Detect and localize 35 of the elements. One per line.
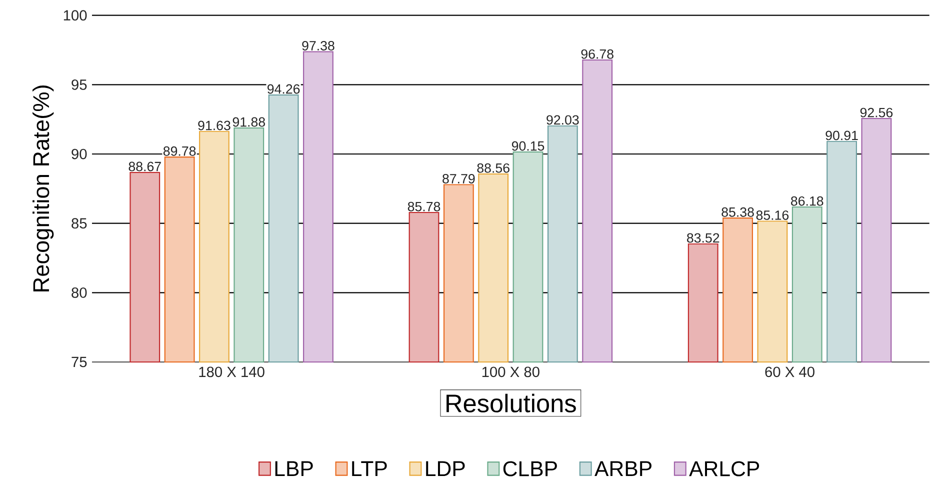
x-axis-title: Resolutions (446, 394, 576, 412)
y-tick-label: 85 (72, 218, 87, 229)
legend-label: LTP (352, 461, 387, 476)
y-tick-label: 80 (72, 287, 87, 298)
data-label: 88.56 (477, 163, 510, 173)
legend-label: LDP (426, 461, 465, 476)
data-label: 83.52 (687, 233, 720, 243)
data-label: 92.56 (860, 108, 893, 118)
data-label: 90.15 (512, 141, 544, 151)
y-axis-title: Recognition Rate(%) (32, 86, 54, 292)
legend-label: ARLCP (689, 461, 760, 476)
data-label: 87.79 (442, 174, 475, 184)
x-tick-label: 100 X 80 (482, 366, 540, 378)
data-label: 88.67 (128, 162, 161, 172)
x-tick-label: 180 X 140 (199, 366, 264, 378)
legend-label: ARBP (594, 461, 652, 476)
data-label: 89.78 (163, 146, 196, 156)
x-tick-label: 60 X 40 (765, 366, 814, 378)
y-tick-label: 95 (72, 79, 87, 90)
data-label: 91.88 (232, 117, 265, 127)
data-label: 85.78 (408, 202, 440, 212)
y-tick-label: 75 (72, 356, 87, 368)
data-label: 96.78 (581, 49, 614, 59)
data-label: 85.16 (756, 210, 789, 220)
data-label: 85.38 (722, 207, 754, 217)
data-label: 94.26 (268, 84, 300, 94)
legend-label: CLBP (503, 461, 557, 476)
y-tick-label: 100 (64, 10, 87, 21)
data-label: 90.91 (826, 130, 858, 140)
data-label: 92.03 (546, 115, 579, 125)
legend-label: LBP (275, 461, 313, 476)
data-label: 91.63 (198, 120, 230, 130)
data-label: 86.18 (791, 196, 824, 206)
data-label: 97.38 (302, 41, 334, 50)
y-tick-label: 90 (72, 148, 87, 160)
